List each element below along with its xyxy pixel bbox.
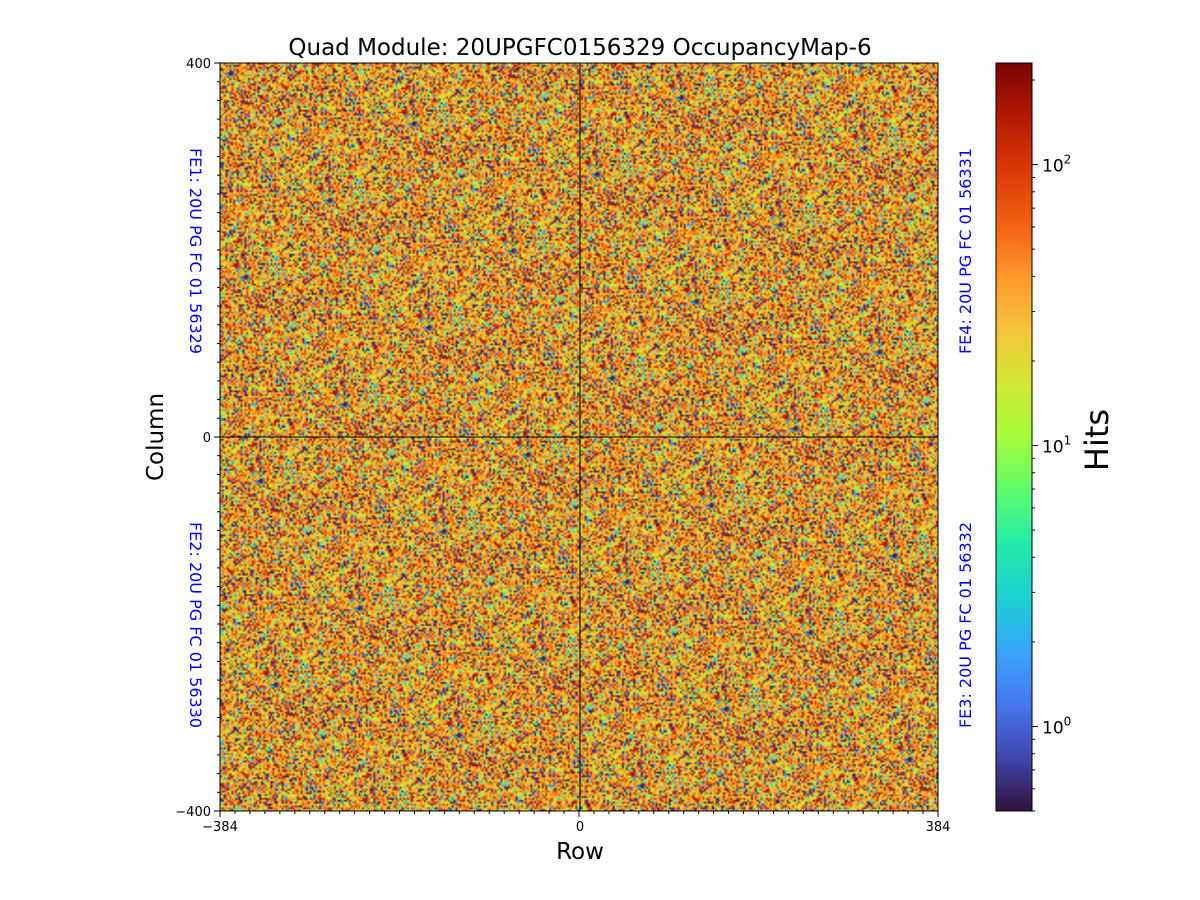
colorbar-tick-label: 101 (1042, 434, 1071, 458)
colorbar-major-ticks (1032, 164, 1038, 727)
major-ticks (214, 62, 939, 817)
colorbar-minor-ticks (1032, 79, 1035, 812)
colorbar-tick-label: 100 (1042, 714, 1071, 738)
colorbar-label: Hits (1078, 409, 1116, 471)
colorbar (995, 62, 1033, 812)
y-axis-label: Column (143, 393, 169, 481)
y-tick-label-min: −400 (175, 805, 211, 820)
x-axis-label: Row (556, 839, 604, 865)
fe3-label: FE3: 20U PG FC 01 56332 (956, 522, 975, 728)
fe1-label: FE1: 20U PG FC 01 56329 (186, 148, 205, 354)
x-tick-label-max: 384 (926, 820, 951, 835)
y-tick-label-zero: 0 (203, 431, 211, 446)
minor-ticks (217, 81, 924, 814)
chart-title: Quad Module: 20UPGFC0156329 OccupancyMap… (288, 35, 871, 61)
colorbar-tick-label: 102 (1042, 153, 1071, 177)
y-tick-label-max: 400 (186, 57, 211, 72)
x-tick-label-zero: 0 (576, 820, 584, 835)
fe4-label: FE4: 20U PG FC 01 56331 (956, 148, 975, 354)
colorbar-tick-labels: 100 101 102 (1042, 153, 1071, 739)
x-tick-label-min: −384 (202, 820, 238, 835)
fe2-label: FE2: 20U PG FC 01 56330 (186, 522, 205, 728)
